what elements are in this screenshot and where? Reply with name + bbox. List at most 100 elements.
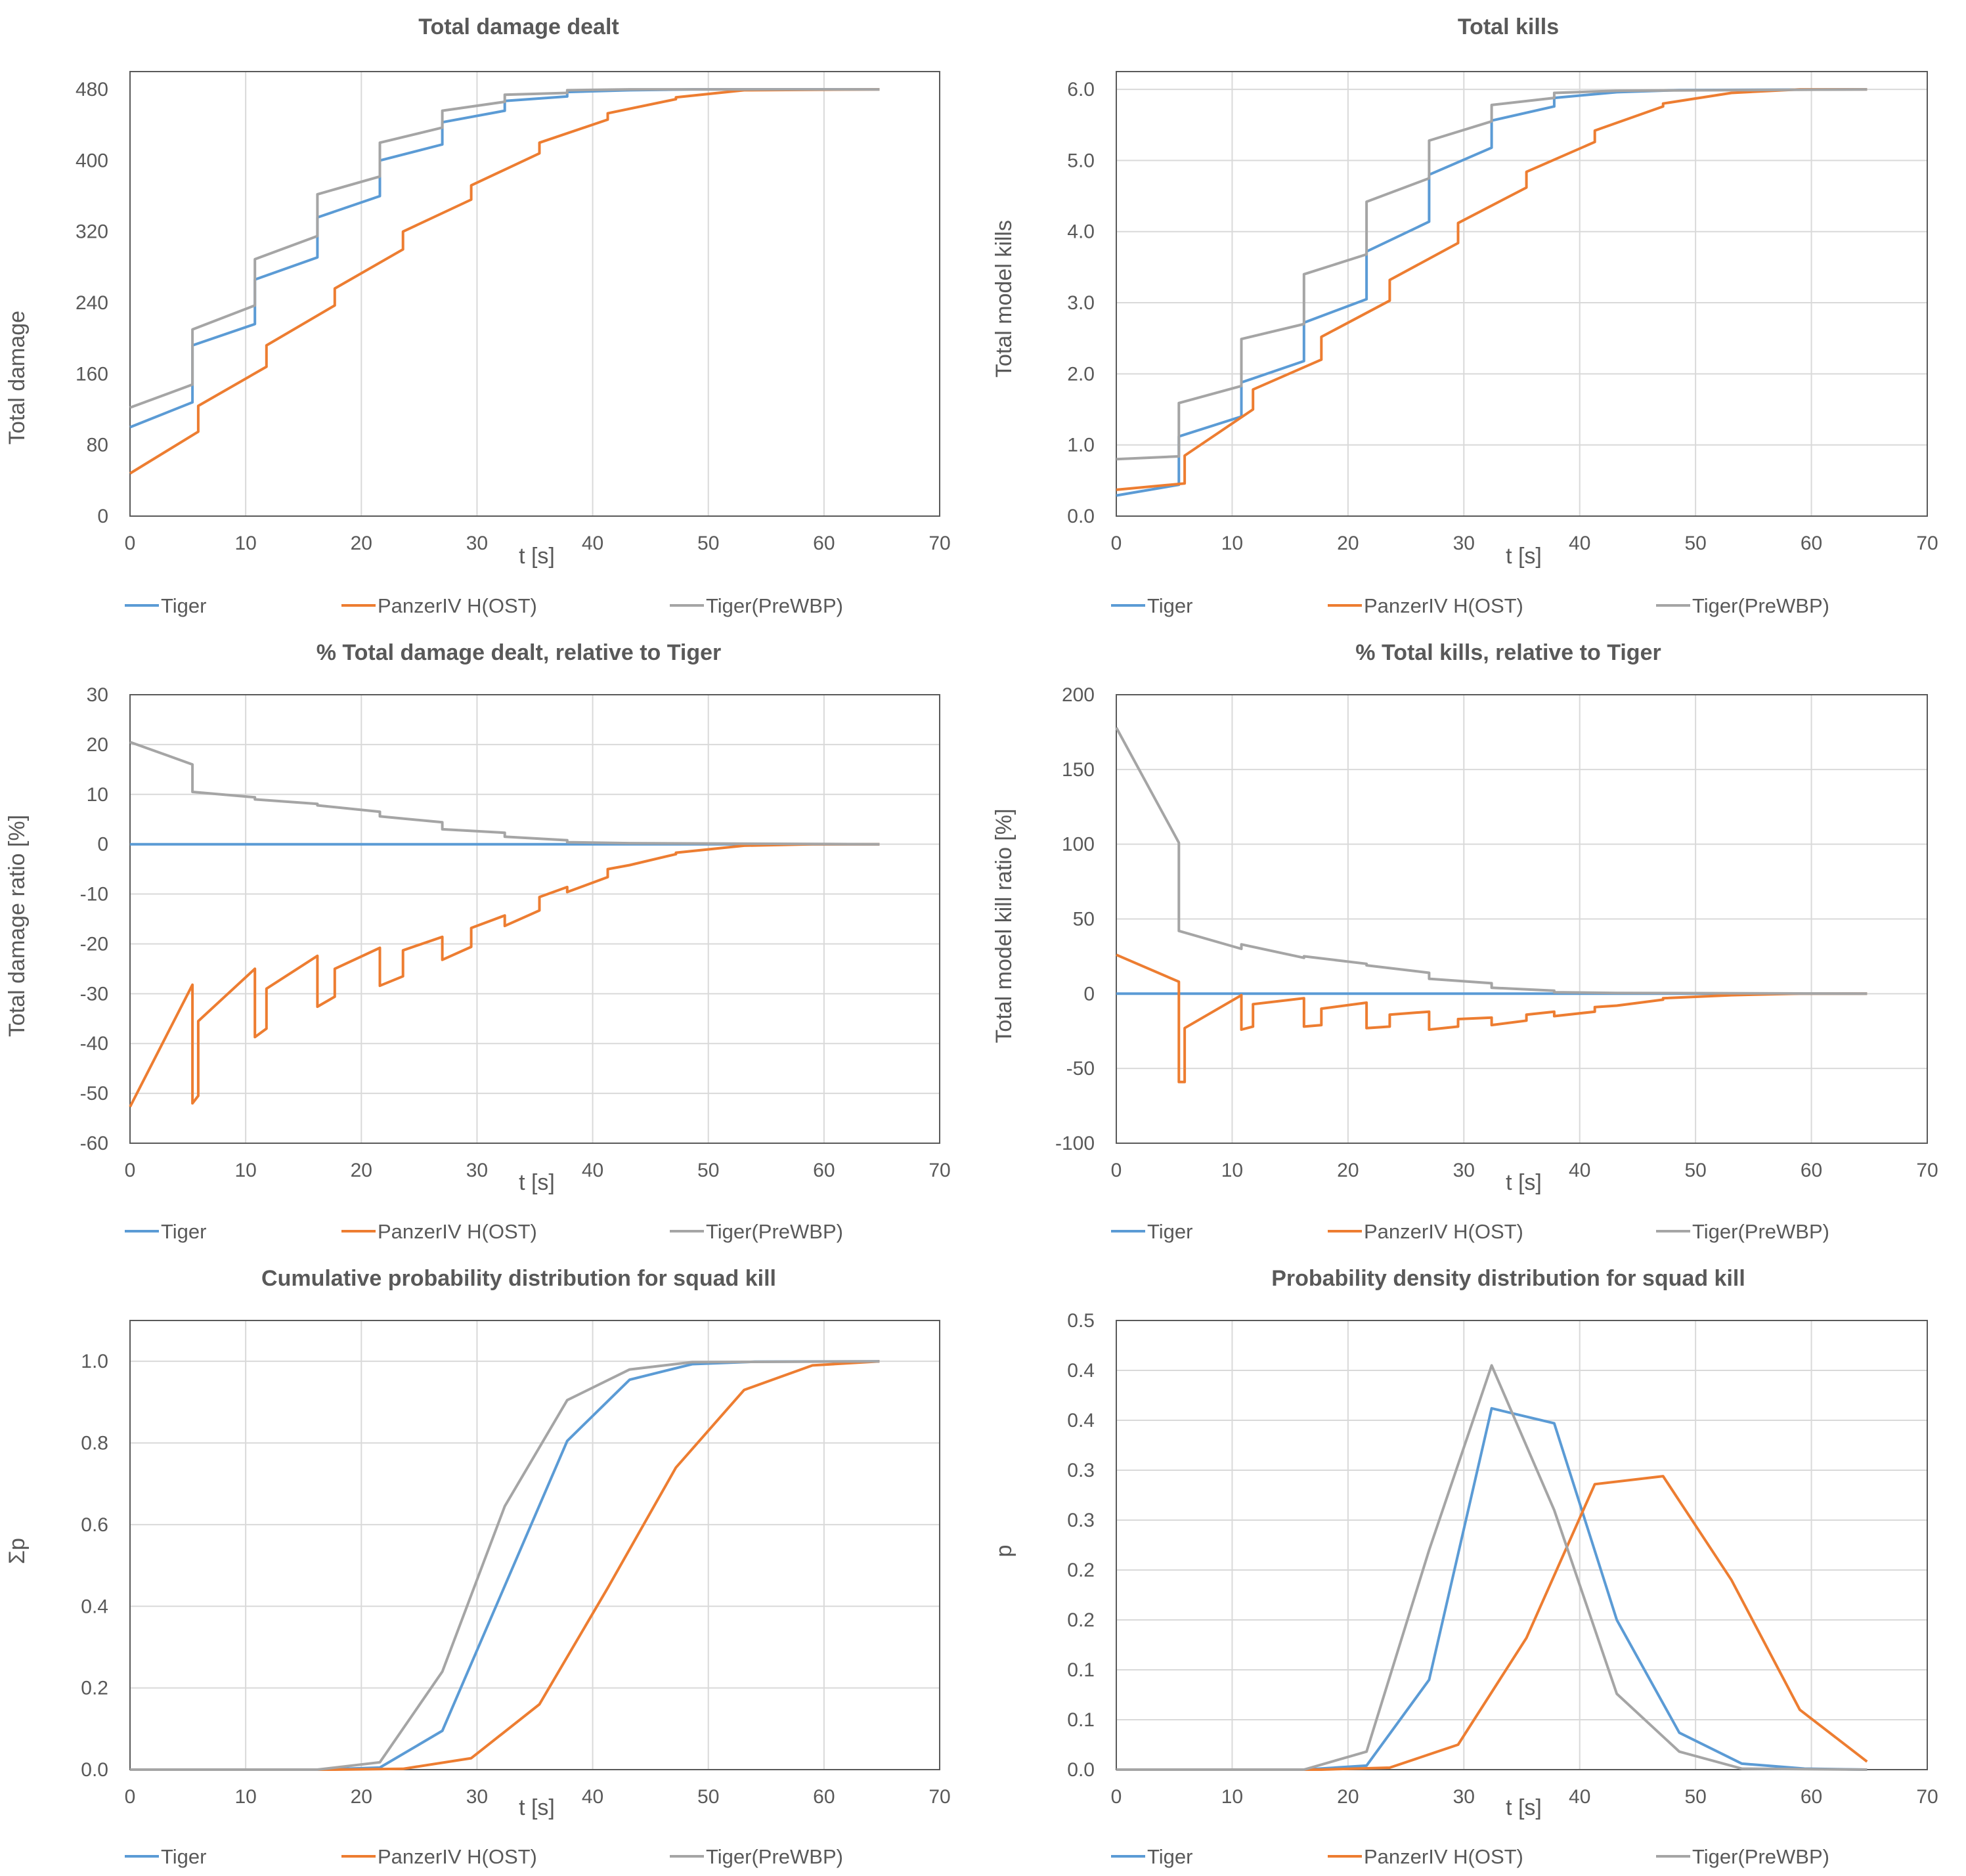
y-tick-label: 400 bbox=[76, 150, 108, 171]
y-tick-label: 0.4 bbox=[1067, 1360, 1095, 1382]
y-tick-label: 240 bbox=[76, 292, 108, 314]
legend-label: Tiger bbox=[161, 1845, 206, 1868]
series-line bbox=[1116, 1475, 1868, 1771]
y-tick-label: 0.2 bbox=[1067, 1560, 1095, 1581]
y-tick-label: 480 bbox=[76, 79, 108, 100]
y-tick-label: -20 bbox=[80, 933, 108, 955]
chart-panel-6: 0 10 20 30 40 50 60 70 0.0 0.1 0.1 0.2 0.2 0.3 0.3 0.4 0… bbox=[992, 1266, 1938, 1868]
chart-panel-3: 0 10 20 30 40 50 60 70 -60 -50 -40 -30 -20 -10 0 10 20 30… bbox=[5, 640, 951, 1243]
x-axis-label: t [s] bbox=[1506, 1170, 1542, 1195]
x-tick-label: 60 bbox=[1801, 1786, 1822, 1808]
y-tick-label: -50 bbox=[80, 1083, 108, 1104]
y-axis-label: Σp bbox=[5, 1538, 30, 1564]
plot-frame bbox=[1116, 1320, 1928, 1770]
y-tick-label: 10 bbox=[87, 784, 108, 806]
series-line bbox=[129, 741, 880, 846]
y-tick-label: 0.4 bbox=[81, 1596, 108, 1617]
x-tick-label: 20 bbox=[1337, 1160, 1359, 1181]
chart-legend: Tiger PanzerIV H(OST) Tiger(PreWBP) bbox=[125, 1220, 843, 1243]
legend-label: Tiger bbox=[1147, 1220, 1192, 1243]
legend-label: Tiger(PreWBP) bbox=[706, 1220, 843, 1243]
x-tick-label: 70 bbox=[1916, 1160, 1938, 1181]
y-tick-label: 0.1 bbox=[1067, 1659, 1095, 1681]
y-tick-label: 0.0 bbox=[1067, 1759, 1095, 1781]
y-axis-label: Total damage ratio [%] bbox=[5, 815, 30, 1037]
x-tick-label: 20 bbox=[1337, 1786, 1359, 1808]
y-tick-label: 0.8 bbox=[81, 1433, 108, 1454]
legend-label: Tiger(PreWBP) bbox=[706, 594, 843, 617]
y-tick-label: 6.0 bbox=[1067, 79, 1095, 100]
x-tick-label: 0 bbox=[125, 533, 136, 554]
y-tick-label: 5.0 bbox=[1067, 150, 1095, 171]
y-axis-label: p bbox=[992, 1545, 1016, 1558]
x-tick-label: 60 bbox=[1801, 533, 1822, 554]
y-tick-label: 0.3 bbox=[1067, 1460, 1095, 1481]
chart-panel-5: 0 10 20 30 40 50 60 70 0.0 0.2 0.4 0.6 0.8 1.0 Cumulat… bbox=[5, 1266, 951, 1868]
x-tick-label: 50 bbox=[697, 1786, 719, 1808]
y-tick-label: 0.0 bbox=[1067, 506, 1095, 527]
plot-frame bbox=[129, 694, 940, 1144]
chart-title: Total damage dealt bbox=[418, 14, 619, 39]
x-tick-label: 70 bbox=[1916, 533, 1938, 554]
y-tick-label: 0.4 bbox=[1067, 1410, 1095, 1431]
x-axis-label: t [s] bbox=[1506, 1795, 1542, 1820]
x-tick-label: 20 bbox=[351, 1160, 372, 1181]
chart-panel-1: 0 10 20 30 40 50 60 70 0 80 160 240 320 400 480 Total d… bbox=[5, 14, 951, 617]
x-tick-label: 40 bbox=[1569, 533, 1590, 554]
x-tick-label: 30 bbox=[466, 533, 488, 554]
y-tick-label: 100 bbox=[1062, 834, 1095, 856]
chart-title: % Total kills, relative to Tiger bbox=[1355, 640, 1661, 665]
legend-label: PanzerIV H(OST) bbox=[378, 1220, 537, 1243]
x-tick-label: 10 bbox=[1221, 1786, 1243, 1808]
series-line bbox=[129, 88, 880, 475]
plot-frame bbox=[1116, 71, 1928, 517]
y-tick-label: 0.2 bbox=[1067, 1609, 1095, 1631]
x-tick-label: 50 bbox=[697, 1160, 719, 1181]
chart-title: Cumulative probability distribution for … bbox=[261, 1266, 776, 1291]
chart-legend: Tiger PanzerIV H(OST) Tiger(PreWBP) bbox=[1111, 1845, 1829, 1868]
x-tick-label: 0 bbox=[1111, 1786, 1122, 1808]
legend-label: Tiger bbox=[1147, 594, 1192, 617]
y-tick-label: -50 bbox=[1066, 1058, 1095, 1080]
x-tick-label: 30 bbox=[466, 1786, 488, 1808]
legend-label: Tiger(PreWBP) bbox=[706, 1845, 843, 1868]
y-tick-label: 0 bbox=[97, 834, 108, 856]
x-tick-label: 70 bbox=[928, 533, 950, 554]
x-tick-label: 40 bbox=[582, 1786, 603, 1808]
x-tick-label: 70 bbox=[928, 1786, 950, 1808]
y-tick-label: 150 bbox=[1062, 759, 1095, 781]
x-tick-label: 40 bbox=[1569, 1786, 1590, 1808]
x-tick-label: 10 bbox=[234, 1786, 256, 1808]
chart-panel-2: 0 10 20 30 40 50 60 70 0.0 1.0 2.0 3.0 4.0 5.0 6.0 Tota… bbox=[992, 14, 1938, 617]
series-line bbox=[1116, 953, 1868, 1083]
x-tick-label: 10 bbox=[1221, 533, 1243, 554]
y-tick-label: 0.6 bbox=[81, 1514, 108, 1536]
series-line bbox=[130, 1360, 880, 1771]
y-tick-label: 30 bbox=[87, 684, 108, 706]
y-tick-label: 2.0 bbox=[1067, 363, 1095, 385]
chart-legend: Tiger PanzerIV H(OST) Tiger(PreWBP) bbox=[1111, 594, 1829, 617]
x-axis-label: t [s] bbox=[519, 1795, 555, 1820]
chart-title: Probability density distribution for squ… bbox=[1271, 1266, 1745, 1291]
y-tick-label: 4.0 bbox=[1067, 221, 1095, 243]
x-axis-label: t [s] bbox=[519, 1170, 555, 1195]
x-tick-label: 30 bbox=[1453, 1160, 1475, 1181]
plot-frame bbox=[129, 71, 940, 517]
plot-frame bbox=[1116, 694, 1928, 1144]
y-tick-label: 1.0 bbox=[81, 1351, 108, 1372]
plot-frame bbox=[129, 1320, 940, 1770]
x-tick-label: 30 bbox=[1453, 533, 1475, 554]
chart-title: % Total damage dealt, relative to Tiger bbox=[317, 640, 722, 665]
series-line bbox=[1116, 88, 1868, 497]
y-tick-label: 0.1 bbox=[1067, 1709, 1095, 1731]
x-tick-label: 20 bbox=[351, 533, 372, 554]
x-tick-label: 50 bbox=[1684, 1160, 1706, 1181]
legend-label: PanzerIV H(OST) bbox=[1364, 1220, 1523, 1243]
x-tick-label: 10 bbox=[1221, 1160, 1243, 1181]
x-tick-label: 40 bbox=[582, 533, 603, 554]
y-tick-label: 0.3 bbox=[1067, 1510, 1095, 1531]
y-tick-label: 0 bbox=[1083, 983, 1095, 1005]
x-tick-label: 70 bbox=[928, 1160, 950, 1181]
chart-title: Total kills bbox=[1458, 14, 1559, 39]
legend-label: PanzerIV H(OST) bbox=[378, 594, 537, 617]
